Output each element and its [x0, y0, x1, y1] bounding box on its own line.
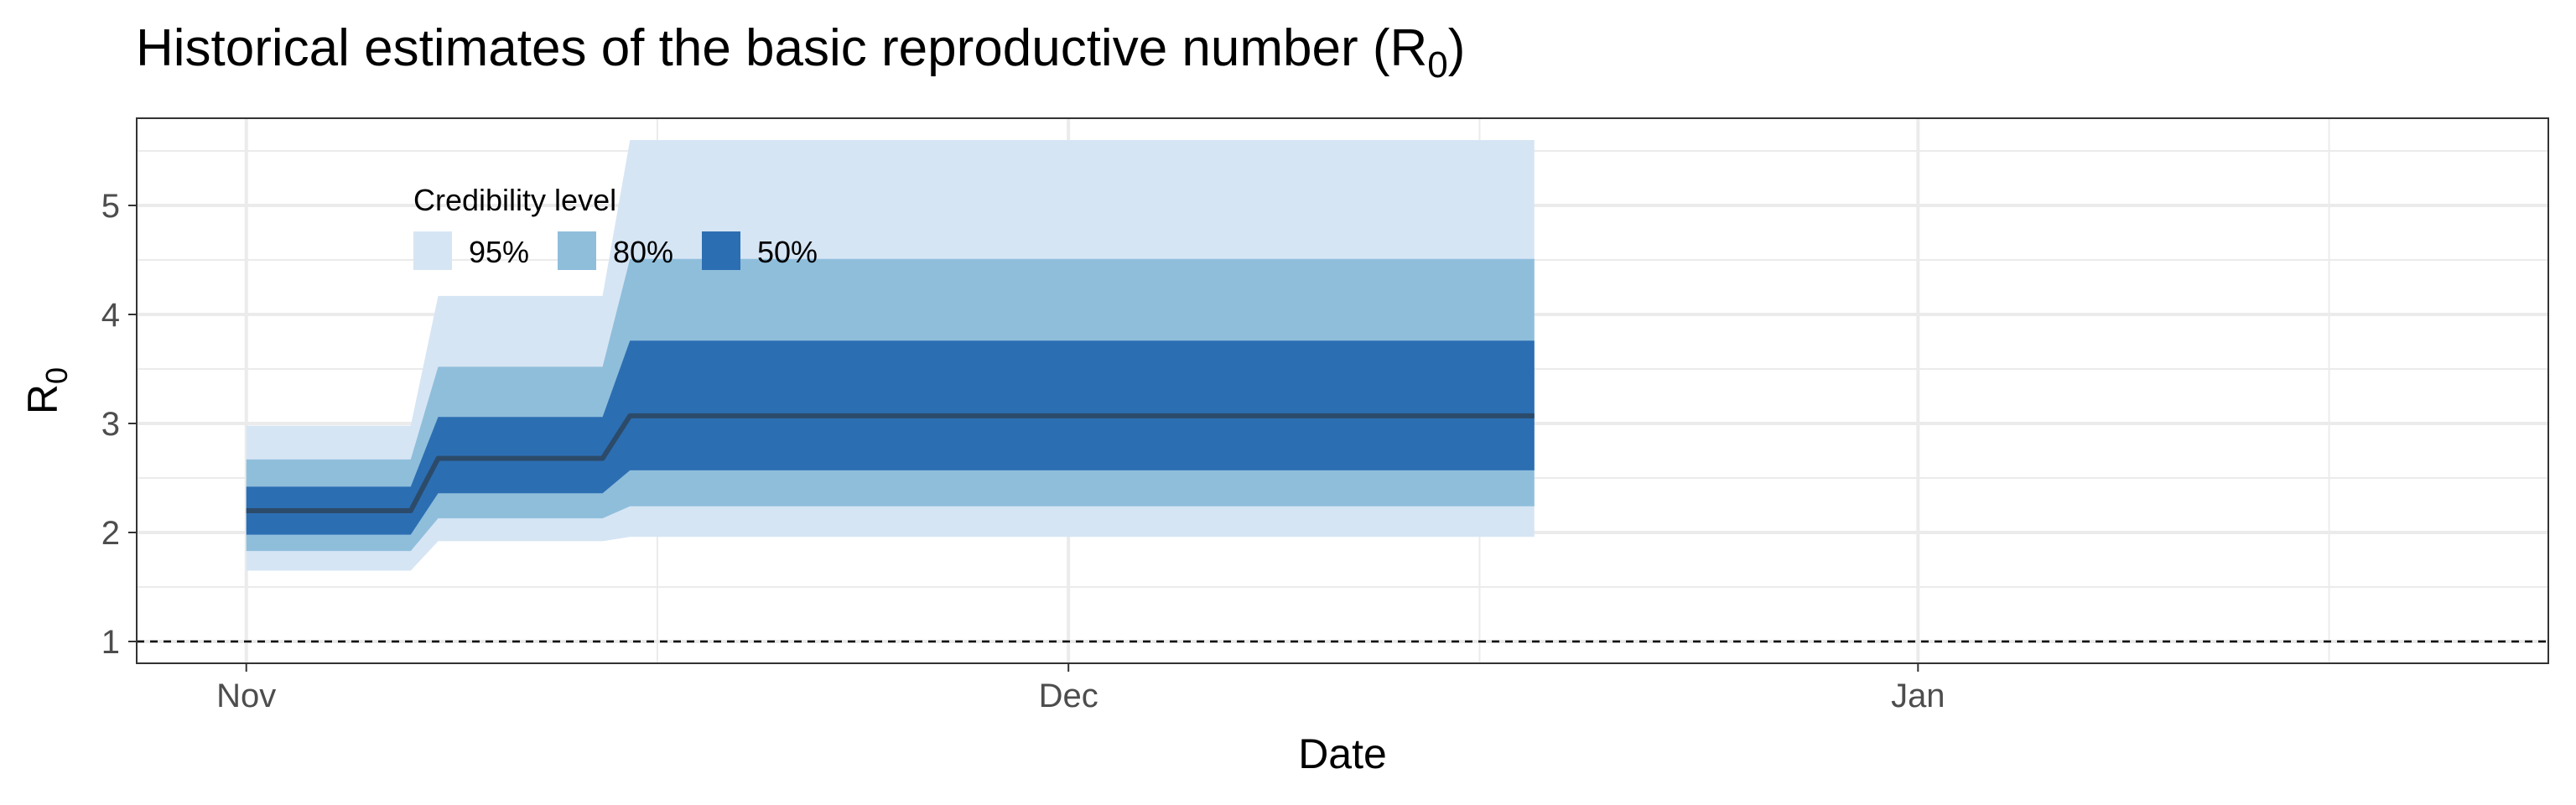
chart-title-subscript: 0	[1427, 44, 1447, 86]
x-tick-label: Dec	[1039, 678, 1098, 714]
legend-key-95pct	[413, 231, 452, 270]
y-tick-label: 3	[101, 406, 120, 443]
y-axis-label-text: R	[19, 384, 66, 414]
y-tick-label: 1	[101, 624, 120, 661]
x-tick-label: Jan	[1891, 678, 1945, 714]
y-tick-label: 2	[101, 515, 120, 552]
chart-title-text: Historical estimates of the basic reprod…	[136, 19, 1427, 77]
band-50pct	[246, 340, 1535, 535]
legend-label: 95%	[469, 235, 529, 269]
y-axis-label-subscript: 0	[39, 367, 74, 384]
legend-label: 50%	[757, 235, 818, 269]
y-axis-ticks: 1 2 3 4 5	[101, 188, 137, 661]
legend-key-80pct	[558, 231, 596, 270]
y-tick-label: 5	[101, 188, 120, 225]
legend: Credibility level 95% 80% 50%	[413, 183, 818, 270]
legend-label: 80%	[613, 235, 673, 269]
legend-title: Credibility level	[413, 183, 616, 217]
median-line-group	[246, 413, 1535, 513]
y-tick-label: 4	[101, 297, 120, 334]
legend-key-50pct	[702, 231, 740, 270]
median-line	[246, 413, 1535, 513]
plot-panel-border	[136, 117, 2549, 664]
x-axis-label: Date	[1298, 730, 1387, 777]
credibility-bands	[246, 140, 1535, 571]
chart-title-suffix: )	[1448, 19, 1466, 77]
x-tick-label: Nov	[216, 678, 276, 714]
x-axis-ticks: Nov Dec Jan	[216, 663, 1945, 714]
chart-title: Historical estimates of the basic reprod…	[136, 19, 1465, 86]
y-axis-label: R0	[19, 367, 74, 414]
